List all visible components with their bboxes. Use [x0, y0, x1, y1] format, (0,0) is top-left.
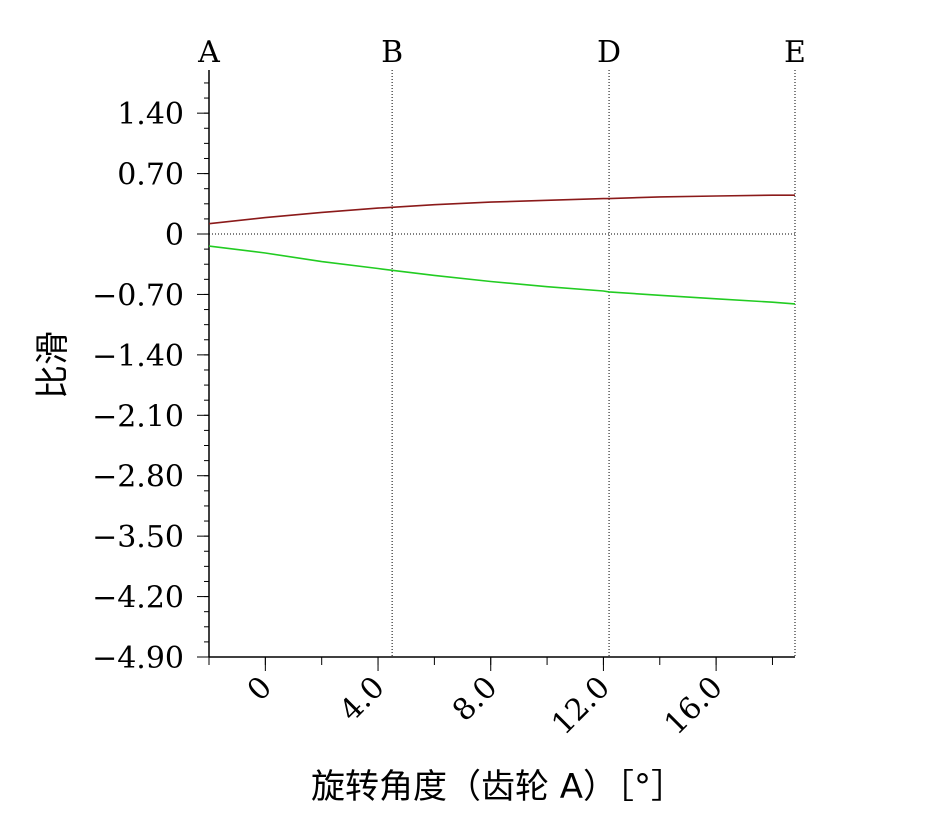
marker-label: D	[597, 35, 621, 70]
label-layer: A B D E 1.40 0.70 0 −0.70 −1.40 −2.10 −2.80 −3.50 −4…	[92, 35, 806, 742]
x-tick-label: 0	[241, 670, 279, 708]
x-tick-label: 16.0	[658, 670, 730, 742]
y-tick-label: 1.40	[117, 97, 184, 132]
series-line-1	[208, 194, 795, 225]
series-line-2	[208, 245, 796, 305]
y-axis-title: 比滑	[33, 331, 73, 399]
axis-layer	[197, 70, 795, 671]
x-tick-label: 8.0	[446, 670, 504, 728]
y-tick-label: −3.50	[92, 520, 184, 555]
y-tick-label: 0.70	[117, 158, 184, 193]
y-tick-label: −0.70	[92, 278, 184, 313]
marker-label: E	[784, 35, 806, 70]
series-layer	[208, 194, 796, 305]
y-tick-label: −1.40	[92, 339, 184, 374]
y-tick-label: −4.90	[92, 641, 184, 676]
y-tick-label: −4.20	[92, 581, 184, 616]
x-tick-label: 4.0	[333, 670, 391, 728]
y-tick-label: 0	[165, 218, 184, 253]
y-tick-label: −2.10	[92, 399, 184, 434]
marker-label: B	[381, 35, 403, 70]
x-tick-label: 12.0	[545, 670, 617, 742]
grid-layer	[208, 70, 796, 657]
marker-label: A	[197, 35, 220, 70]
x-axis-title: 旋转角度（齿轮 A）［°］	[311, 767, 685, 807]
y-tick-label: −2.80	[92, 460, 184, 495]
